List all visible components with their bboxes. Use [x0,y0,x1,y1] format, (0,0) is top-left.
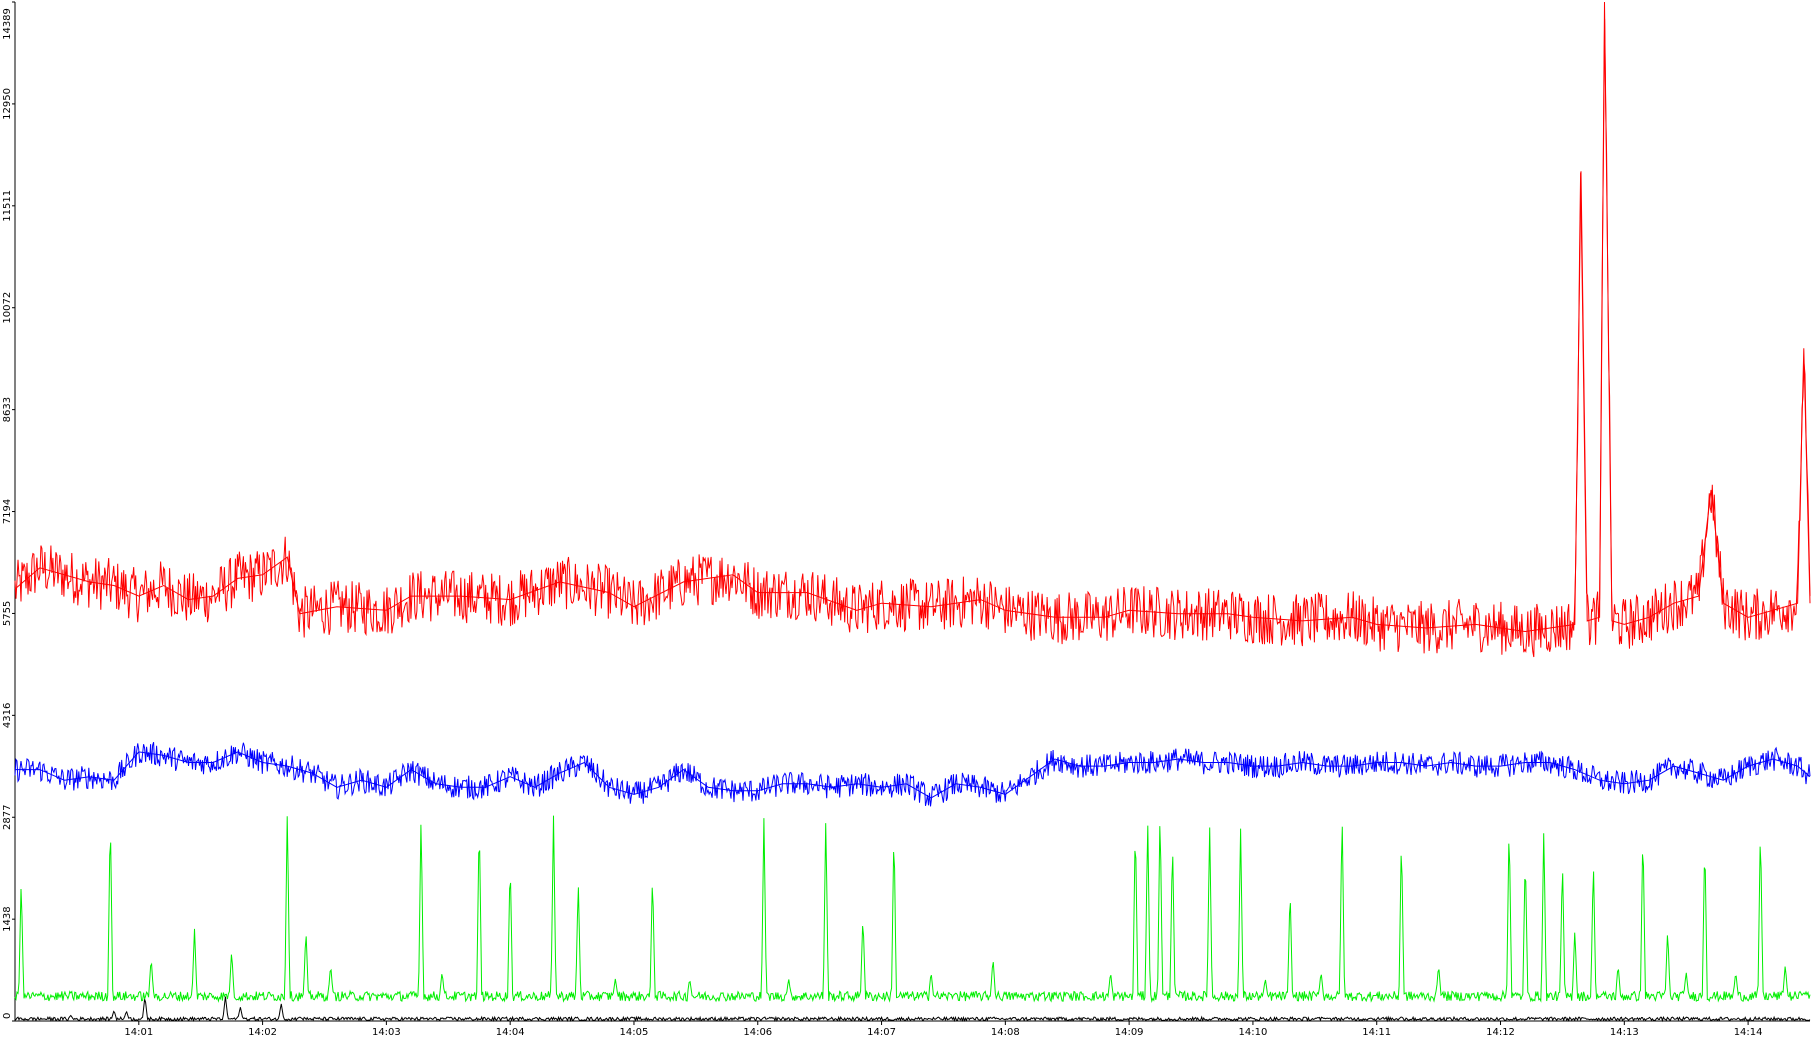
y-tick-label: 8633 [2,397,13,422]
x-tick-label: 14:12 [1486,1027,1515,1038]
series-0-line [14,18,1811,658]
x-tick-label: 14:10 [1239,1027,1268,1038]
x-tick-label: 14:03 [372,1027,401,1038]
x-tick-label: 14:08 [991,1027,1020,1038]
y-tick-label: 11511 [2,190,13,222]
y-tick-label: 4316 [2,703,13,728]
y-tick-label: 7194 [2,499,13,524]
y-tick-label: 0 [2,1013,13,1019]
x-axis: 14:01 14:02 14:03 14:04 14:05 14:06 14:07 14:08… [15,1020,1810,1038]
series-2-line [14,815,1811,1003]
x-tick-label: 14:04 [496,1027,525,1038]
y-tick-label: 10072 [2,292,13,324]
x-tick-label: 14:09 [1115,1027,1144,1038]
y-axis: 0 1438 2877 4316 5755 7194 8633 10072 11511 12950… [2,1,16,1022]
x-tick-label: 14:02 [248,1027,277,1038]
series-0-trend [14,1,1811,633]
x-tick-label: 14:11 [1362,1027,1391,1038]
x-tick-label: 14:06 [743,1027,772,1038]
x-tick-label: 14:01 [124,1027,153,1038]
series-3-line [14,996,1811,1023]
x-tick-label: 14:07 [867,1027,896,1038]
series-1-line [14,742,1811,807]
y-tick-label: 14389 [2,8,13,40]
y-tick-label: 2877 [2,805,13,830]
x-tick-label: 14:05 [620,1027,649,1038]
x-tick-label: 14:14 [1734,1027,1763,1038]
y-tick-label: 1438 [2,906,13,931]
y-tick-label: 12950 [2,88,13,120]
series-layer [14,1,1811,1023]
x-tick-label: 14:13 [1610,1027,1639,1038]
y-tick-label: 5755 [2,601,13,626]
